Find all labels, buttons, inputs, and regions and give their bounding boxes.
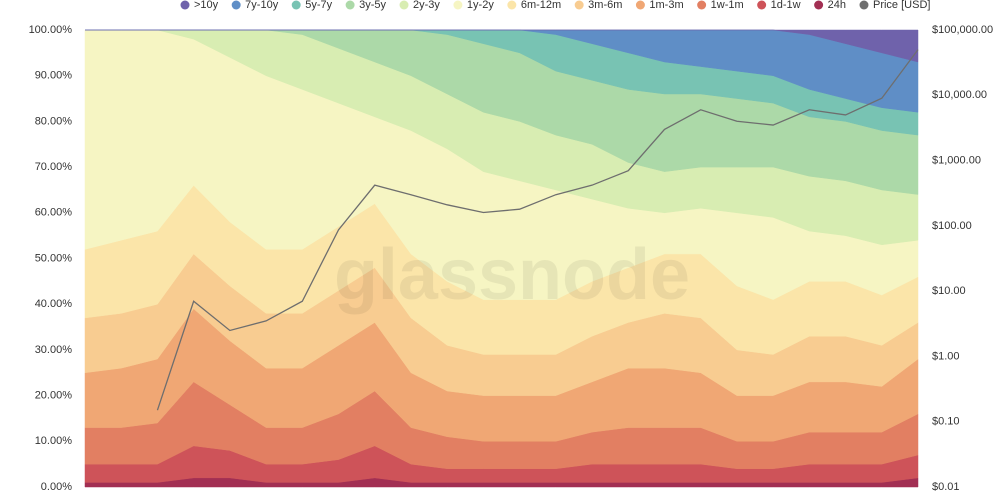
legend-label: 24h	[828, 0, 846, 11]
legend-swatch	[859, 0, 869, 10]
legend-label: 1y-2y	[467, 0, 494, 11]
y-tick-label: 10.00%	[35, 435, 73, 447]
legend-swatch	[453, 0, 463, 10]
legend-swatch	[635, 0, 645, 10]
legend-label: 5y-7y	[305, 0, 332, 11]
legend-label: >10y	[194, 0, 219, 11]
legend-label: 1m-3m	[649, 0, 683, 11]
y2-tick-label: $1,000.00	[932, 154, 981, 166]
y2-tick-label: $0.01	[932, 481, 960, 493]
legend-swatch	[814, 0, 824, 10]
legend-label: 1d-1w	[771, 0, 801, 11]
y-tick-label: 50.00%	[35, 252, 73, 264]
y2-tick-label: $10,000.00	[932, 89, 987, 101]
price-line	[156, 49, 919, 411]
y2-tick-label: $1.00	[932, 350, 960, 362]
legend-label: 3y-5y	[359, 0, 386, 11]
legend-label: 6m-12m	[521, 0, 561, 11]
legend-swatch	[180, 0, 190, 10]
y-tick-label: 20.00%	[35, 390, 73, 402]
y-tick-label: 70.00%	[35, 161, 73, 173]
y2-tick-label: $100,000.00	[932, 24, 993, 36]
area-band	[85, 29, 919, 63]
legend-swatch	[757, 0, 767, 10]
legend-swatch	[574, 0, 584, 10]
y-tick-label: 80.00%	[35, 115, 73, 127]
y2-tick-label: $0.10	[932, 416, 960, 428]
legend-label: 2y-3y	[413, 0, 440, 11]
legend-swatch	[697, 0, 707, 10]
legend-swatch	[291, 0, 301, 10]
y2-tick-label: $100.00	[932, 220, 972, 232]
y-tick-label: 0.00%	[41, 481, 72, 493]
y-tick-label: 40.00%	[35, 298, 73, 310]
legend-swatch	[507, 0, 517, 10]
legend-label: 7y-10y	[245, 0, 279, 11]
y-tick-label: 30.00%	[35, 344, 73, 356]
watermark: glassnode	[334, 235, 690, 315]
legend-swatch	[231, 0, 241, 10]
y-tick-label: 100.00%	[29, 24, 73, 36]
legend-label: 3m-6m	[588, 0, 622, 11]
legend-swatch	[345, 0, 355, 10]
plot-area	[84, 29, 919, 488]
legend-swatch	[399, 0, 409, 10]
legend-label: 1w-1m	[711, 0, 744, 11]
y-tick-label: 90.00%	[35, 70, 73, 82]
legend-label: Price [USD]	[873, 0, 930, 11]
y-tick-label: 60.00%	[35, 207, 73, 219]
y2-tick-label: $10.00	[932, 285, 966, 297]
